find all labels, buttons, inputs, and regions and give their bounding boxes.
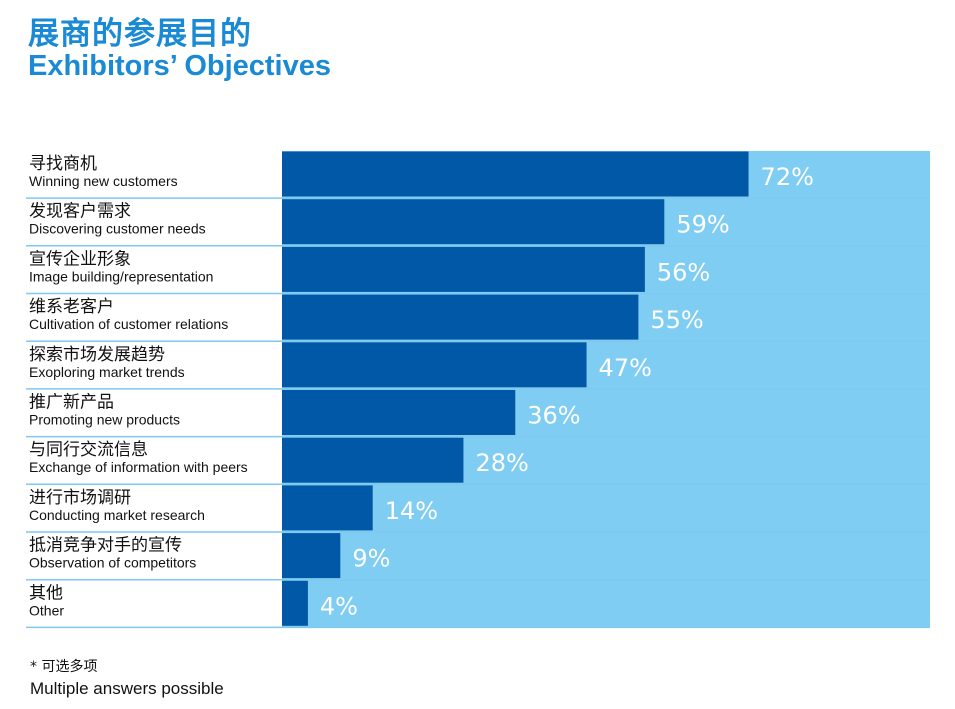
category-label-en-7: Exchange of information with peers xyxy=(29,459,248,475)
value-label-7: 28% xyxy=(475,449,528,477)
category-label-en-5: Exoploring market trends xyxy=(29,364,185,380)
value-label-2: 59% xyxy=(676,211,729,239)
value-label-5: 47% xyxy=(599,354,652,382)
category-label-en-10: Other xyxy=(29,602,64,618)
category-label-en-6: Promoting new products xyxy=(29,412,180,428)
bar-10 xyxy=(282,580,308,626)
category-label-zh-8: 进行市场调研 xyxy=(29,488,131,508)
category-label-zh-5: 探索市场发展趋势 xyxy=(29,345,165,365)
category-label-en-2: Discovering customer needs xyxy=(29,221,206,237)
bar-6 xyxy=(282,390,516,435)
category-label-en-3: Image building/representation xyxy=(29,268,213,284)
bar-5 xyxy=(282,342,587,388)
value-label-4: 55% xyxy=(650,306,703,334)
category-label-en-1: Winning new customers xyxy=(29,173,178,189)
category-label-zh-2: 发现客户需求 xyxy=(29,202,131,222)
chart-title-zh: 展商的参展目的 xyxy=(28,16,252,52)
bar-9 xyxy=(282,533,341,579)
category-label-en-4: Cultivation of customer relations xyxy=(29,316,228,332)
bar-4 xyxy=(282,294,639,340)
chart-title-en: Exhibitors’ Objectives xyxy=(28,50,331,82)
bar-7 xyxy=(282,437,464,483)
value-label-10: 4% xyxy=(320,592,358,620)
category-label-en-9: Observation of competitors xyxy=(29,555,196,571)
category-label-zh-4: 维系老客户 xyxy=(29,297,114,317)
value-label-8: 14% xyxy=(385,497,438,525)
bar-3 xyxy=(282,246,645,292)
bar-8 xyxy=(282,485,373,531)
category-label-zh-7: 与同行交流信息 xyxy=(29,440,148,460)
footnote-en: Multiple answers possible xyxy=(30,679,224,698)
category-label-zh-6: 推广新产品 xyxy=(29,393,114,413)
value-label-9: 9% xyxy=(352,545,390,573)
value-label-6: 36% xyxy=(527,402,580,430)
category-label-zh-10: 其他 xyxy=(29,583,63,603)
category-label-zh-9: 抵消竞争对手的宣传 xyxy=(29,536,182,556)
category-label-zh-1: 寻找商机 xyxy=(29,154,97,174)
category-label-zh-3: 宣传企业形象 xyxy=(29,249,131,269)
footnote-zh: * 可选多项 xyxy=(30,659,98,675)
value-label-1: 72% xyxy=(761,163,814,191)
category-label-en-8: Conducting market research xyxy=(29,507,205,523)
bar-2 xyxy=(282,199,665,245)
value-label-3: 56% xyxy=(657,258,710,286)
bar-1 xyxy=(282,151,749,197)
